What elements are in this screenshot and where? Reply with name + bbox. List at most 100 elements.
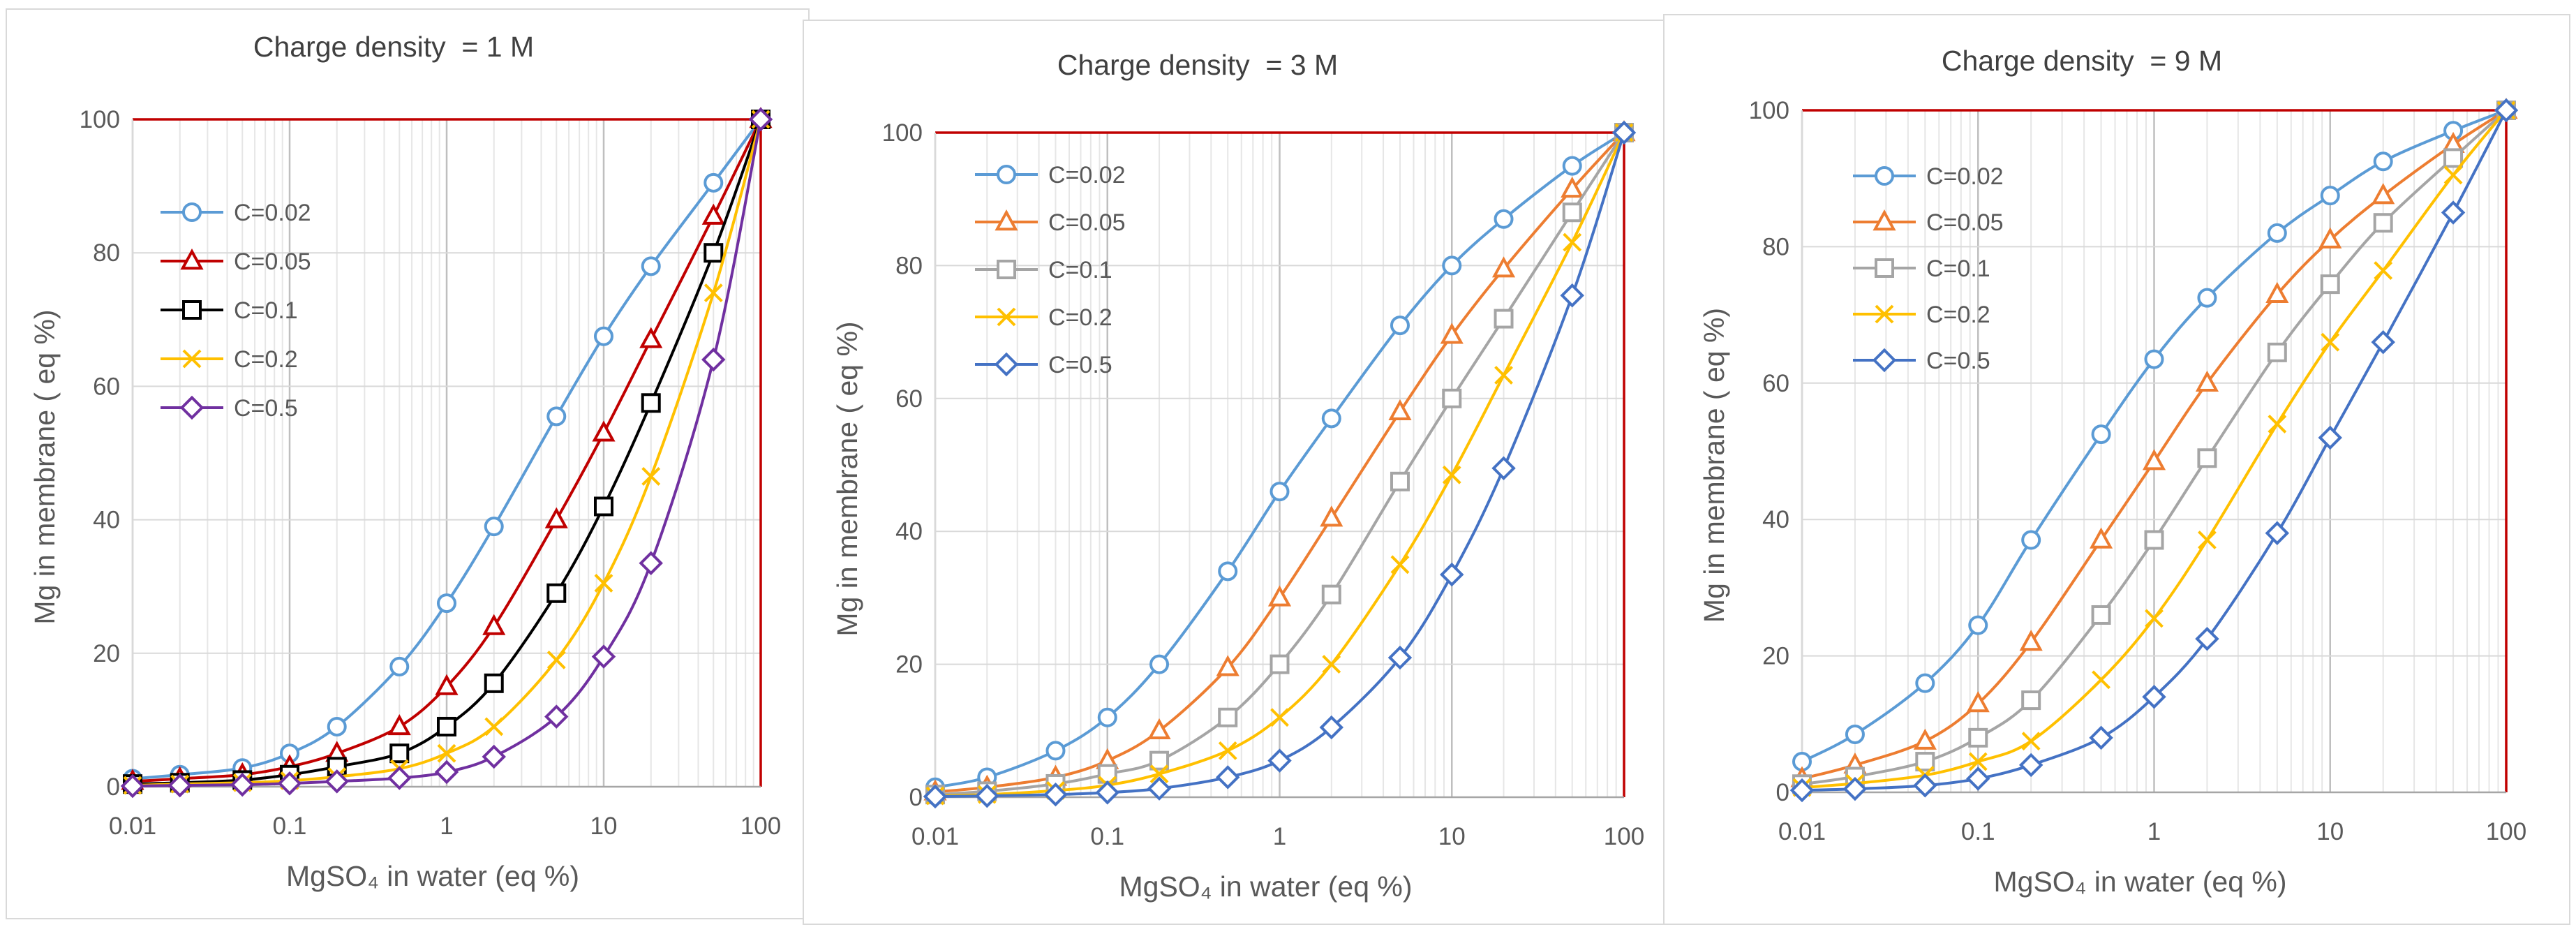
data-point-diamond [179,395,204,420]
legend-label: C=0.5 [1926,348,1990,374]
data-point-diamond [2494,98,2519,123]
data-point-square [1915,752,1935,772]
x-tick-label: 100 [2486,818,2526,845]
data-point-cross [1218,741,1237,760]
data-point-diamond [277,771,302,796]
data-point-square [1494,309,1514,329]
data-point-circle [2091,424,2111,445]
data-point-diamond [167,773,192,798]
legend-entry: C=0.05 [161,249,311,275]
x-tick-label: 0.01 [911,823,959,850]
y-tick-label: 20 [895,651,923,679]
legend-label: C=0.05 [1926,209,2004,236]
data-point-triangle [435,674,459,695]
y-tick-label: 80 [1762,233,1789,260]
legend-label: C=0.02 [1048,162,1126,188]
x-tick-label: 10 [590,813,618,840]
data-point-circle [594,326,613,346]
x-tick-label: 0.01 [1778,818,1826,845]
legend-entry: C=0.5 [1853,348,1990,374]
y-tick-label: 40 [93,507,120,534]
data-point-cross [2198,531,2217,549]
data-point-triangle [387,714,411,736]
data-point-triangle [1913,728,1937,750]
y-tick-label: 40 [895,518,923,545]
data-point-square [1218,707,1238,727]
data-point-cross [2268,415,2287,434]
data-point-circle [389,656,410,676]
data-point-circle [1321,408,1341,429]
y-tick-label: 0 [1776,779,1789,806]
data-point-triangle [2265,281,2289,303]
data-point-circle [1562,156,1582,176]
data-point-triangle [2372,183,2395,205]
data-point-circle [327,716,347,736]
data-point-diamond [701,347,726,372]
data-point-square [2021,690,2041,711]
data-point-circle [2021,530,2041,550]
x-axis-title: MgSO₄ in water (eq %) [286,860,579,892]
y-tick-label: 60 [93,373,120,400]
data-point-diamond [1789,778,1815,803]
data-point-circle [1218,561,1238,581]
data-point-square [437,716,456,736]
data-point-triangle [639,327,663,348]
data-point-square [703,243,724,263]
data-point-diamond [1095,780,1119,805]
data-point-circle [1149,654,1170,674]
y-tick-label: 100 [80,106,120,133]
data-point-square [641,393,661,413]
legend-entry: C=0.5 [161,395,298,422]
series-C=0.02 [1792,101,2516,772]
legend-entry: C=0.2 [1853,302,1990,328]
data-point-square [1390,471,1410,491]
data-point-diamond [2089,725,2113,750]
data-point-diamond [482,744,506,769]
data-point-circle [1845,724,1865,744]
data-point-diamond [2441,200,2466,225]
data-point-square [594,496,613,517]
data-point-triangle [1320,505,1343,527]
legend-entry: C=0.1 [161,297,298,324]
data-point-square [2144,530,2164,550]
legend-label: C=0.2 [1048,304,1112,331]
data-point-circle [1097,707,1117,727]
legend-entry: C=0.02 [1853,163,2004,190]
legend-label: C=0.2 [234,346,298,373]
data-point-circle [2144,349,2164,369]
chart-panel-3: Charge density = 9 M 0 20 40 60 80 100 0.01 0.1… [1663,14,2570,925]
legend-entry: C=0.1 [1853,255,1990,282]
series-line [132,119,762,783]
data-point-cross [2443,165,2463,185]
data-point-cross [1149,764,1169,784]
data-point-cross [2374,261,2393,281]
legend-label: C=0.1 [234,297,298,324]
y-tick-label: 40 [1762,506,1789,533]
data-point-diamond [544,704,569,729]
data-point-diamond [923,784,948,809]
data-point-circle [2373,151,2393,172]
data-point-diamond [1611,120,1637,145]
y-tick-label: 100 [1749,97,1789,124]
data-point-square [546,583,567,603]
data-point-cross [437,743,456,763]
data-point-diamond [591,644,616,669]
x-tick-label: 100 [740,813,781,840]
legend-entry: C=0.05 [1853,209,2004,236]
data-point-diamond [2371,329,2395,355]
data-point-diamond [120,773,145,799]
data-point-square [1875,258,1894,278]
series-C=0.5 [120,107,773,799]
chart-panel-2: Charge density = 3 M 0 20 40 60 80 100 0.01 0.1… [803,20,1676,925]
legend-entry: C=0.2 [161,346,298,373]
data-point-triangle [1561,176,1584,198]
legend-label: C=0.5 [234,395,298,422]
data-point-diamond [1387,645,1413,670]
data-point-cross [1322,655,1341,674]
data-point-cross [546,650,566,669]
y-tick-label: 20 [1762,643,1789,670]
data-point-triangle [1216,655,1239,676]
data-point-cross [1494,366,1513,385]
chart-svg-3: 0 20 40 60 80 100 0.01 0.1 1 10 100 MgSO₄ in water … [1698,97,2526,898]
data-point-cross [1563,232,1582,252]
